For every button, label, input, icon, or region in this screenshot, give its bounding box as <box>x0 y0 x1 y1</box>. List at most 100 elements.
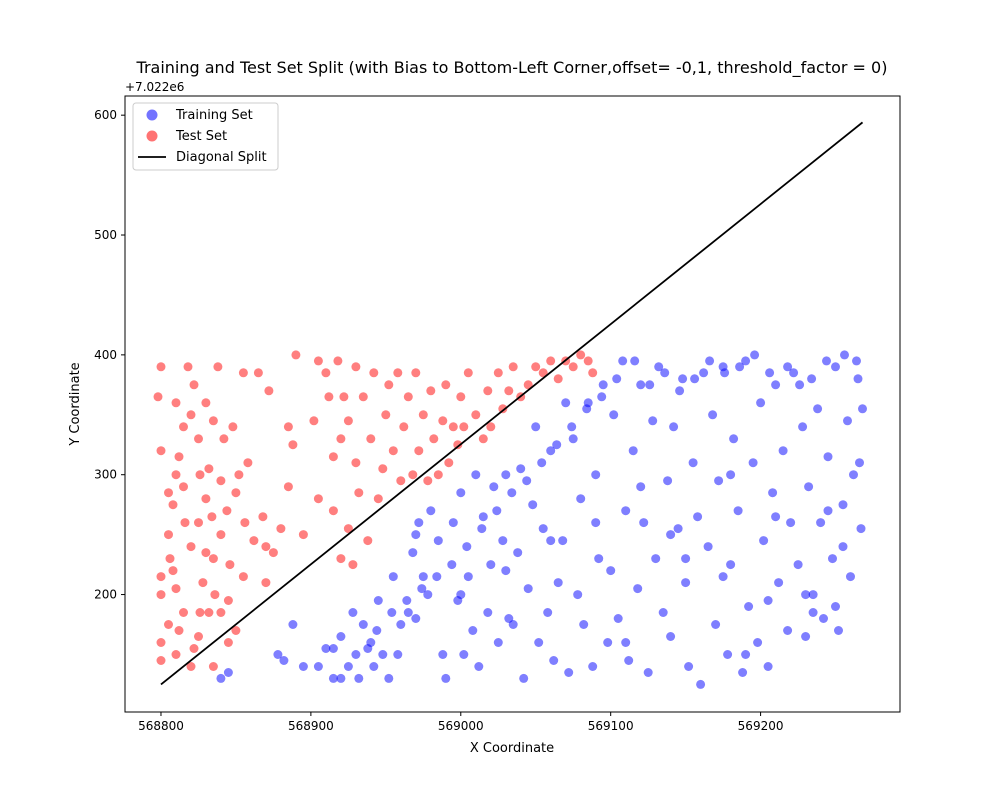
training-set-point <box>408 548 418 558</box>
training-set-point <box>741 650 751 659</box>
training-set-point <box>807 374 817 384</box>
training-set-point <box>597 392 607 402</box>
training-set-point <box>523 584 533 594</box>
test-set-point <box>153 392 163 402</box>
training-set-point <box>456 590 466 600</box>
training-set-point <box>669 422 679 432</box>
training-set-point <box>819 614 828 623</box>
x-axis-ticks: 568800 568900 569000 569100 569200 <box>138 712 783 733</box>
training-set-point <box>298 662 308 671</box>
training-set-point <box>828 554 837 564</box>
legend-label-training-set: Training Set <box>175 108 253 123</box>
test-set-point <box>186 410 196 420</box>
test-set-point <box>351 362 361 372</box>
test-set-point <box>179 608 188 617</box>
training-set-point <box>288 620 298 629</box>
training-set-point <box>579 620 589 629</box>
y-tick-label: 300 <box>94 468 117 482</box>
test-set-point <box>498 404 508 414</box>
training-set-point <box>582 404 592 414</box>
training-set-point <box>498 536 508 546</box>
x-tick-label: 569000 <box>438 719 484 733</box>
training-set-point <box>549 656 559 665</box>
training-set-point <box>666 632 676 641</box>
training-set-point <box>798 422 808 432</box>
training-set-point <box>354 673 364 683</box>
test-set-point <box>171 584 181 594</box>
test-set-point <box>414 446 424 456</box>
y-axis-label: Y Coordinate <box>68 362 83 446</box>
training-set-point <box>705 356 715 366</box>
y-tick-label: 600 <box>94 108 117 122</box>
training-set-point <box>387 608 397 617</box>
training-set-point <box>441 673 451 683</box>
training-set-point <box>373 596 383 605</box>
training-set-point <box>651 554 661 564</box>
training-set-point <box>531 422 541 432</box>
training-set-point <box>823 506 833 516</box>
training-set-point <box>753 638 763 647</box>
test-set-point <box>264 386 274 396</box>
training-set-point <box>508 620 518 629</box>
training-set-point <box>808 590 818 600</box>
test-set-point <box>213 362 223 372</box>
test-set-point <box>354 488 364 498</box>
training-set-point <box>681 554 691 564</box>
training-set-point <box>366 638 376 647</box>
test-set-point <box>333 356 343 366</box>
training-set-point <box>756 398 766 408</box>
training-set-point <box>630 356 640 366</box>
training-set-point <box>703 542 713 552</box>
test-set-point <box>207 512 217 522</box>
training-set-point <box>588 662 598 671</box>
test-set-point <box>423 476 433 486</box>
test-set-point <box>261 578 271 588</box>
training-set-point <box>750 350 760 360</box>
training-set-point <box>735 362 745 372</box>
test-set-point <box>222 506 232 516</box>
test-set-point <box>343 524 353 534</box>
test-set-point <box>171 398 181 408</box>
training-set-point <box>313 662 323 671</box>
training-set-point <box>336 632 346 641</box>
test-set-point <box>208 416 218 426</box>
training-set-point <box>591 518 601 528</box>
test-set-point <box>483 386 493 396</box>
test-set-point <box>204 608 214 617</box>
test-set-point <box>194 518 203 528</box>
training-set-point <box>763 662 773 671</box>
test-set-point <box>288 440 298 450</box>
training-set-point <box>699 368 709 378</box>
training-set-point <box>690 374 700 384</box>
training-set-point <box>396 620 406 629</box>
training-set-point <box>681 578 691 588</box>
training-set-point <box>568 434 578 444</box>
training-set-point <box>336 673 346 683</box>
training-set-point <box>774 578 784 588</box>
training-set-point <box>513 548 523 558</box>
test-set-point <box>225 560 235 570</box>
training-set-point <box>486 560 496 570</box>
test-set-point <box>223 596 233 605</box>
training-set-point <box>537 458 547 468</box>
training-set-point <box>411 614 421 623</box>
training-set-point <box>448 518 458 528</box>
training-set-point <box>489 482 499 492</box>
training-set-point <box>813 404 823 414</box>
test-set-point <box>204 464 214 474</box>
test-set-point <box>336 554 346 564</box>
test-set-point <box>253 368 263 378</box>
diagonal-split-line <box>160 121 864 686</box>
training-set-point <box>648 416 658 426</box>
training-set-points <box>216 350 867 689</box>
training-set-point <box>688 458 698 468</box>
training-set-point <box>606 566 616 576</box>
training-set-point <box>456 488 466 498</box>
training-set-point <box>321 644 331 653</box>
training-set-point <box>726 470 736 480</box>
test-set-point <box>234 470 244 480</box>
test-set-point <box>399 422 409 432</box>
training-set-point <box>771 380 781 390</box>
training-set-point <box>343 662 353 671</box>
training-set-point <box>663 476 673 486</box>
